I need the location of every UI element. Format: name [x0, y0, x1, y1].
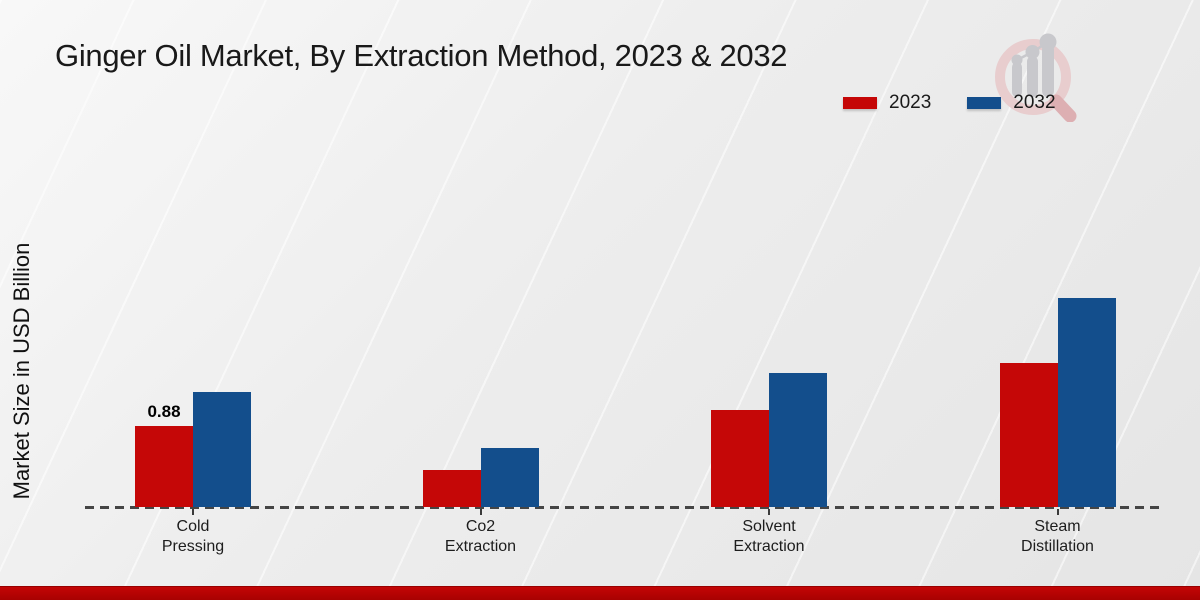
axis-tick [479, 509, 482, 515]
category-label-cold-pressing: Cold Pressing [161, 518, 225, 555]
magnifier-growth-logo-icon [995, 33, 1077, 122]
axis-tick [768, 509, 770, 515]
axis-tick [1056, 509, 1059, 515]
category-label-solvent-extraction: Solvent Extraction [733, 518, 805, 555]
bar-2032-solvent-extraction [769, 373, 827, 507]
category-label-co2-extraction: Co2 Extraction [444, 518, 517, 555]
bar-2023-steam-distillation [999, 363, 1058, 507]
bar-2023-solvent-extraction [711, 410, 769, 507]
legend-item-2023: 2023 [843, 92, 931, 114]
bar-2032-cold-pressing [193, 392, 251, 507]
bar-2032-steam-distillation [1057, 298, 1116, 507]
value-label-cold-pressing-2023: 0.88 [147, 402, 181, 421]
legend-label: 2032 [1013, 92, 1056, 113]
axis-tick [192, 509, 194, 515]
chart-title: Ginger Oil Market, By Extraction Method,… [55, 38, 788, 73]
legend-swatch-2032 [967, 97, 1002, 109]
legend-label: 2023 [889, 92, 932, 113]
bar-2023-cold-pressing [135, 426, 193, 507]
footer-red-strip [0, 586, 1200, 600]
legend-swatch-2023 [843, 97, 877, 109]
category-label-steam-distillation: Steam Distillation [1021, 518, 1094, 555]
bar-2032-co2-extraction [480, 448, 539, 507]
legend-item-2032: 2032 [967, 92, 1056, 114]
baseline-dashed-line [85, 506, 1163, 509]
legend: 2023 2032 [843, 92, 1056, 114]
bar-2023-co2-extraction [422, 470, 481, 507]
